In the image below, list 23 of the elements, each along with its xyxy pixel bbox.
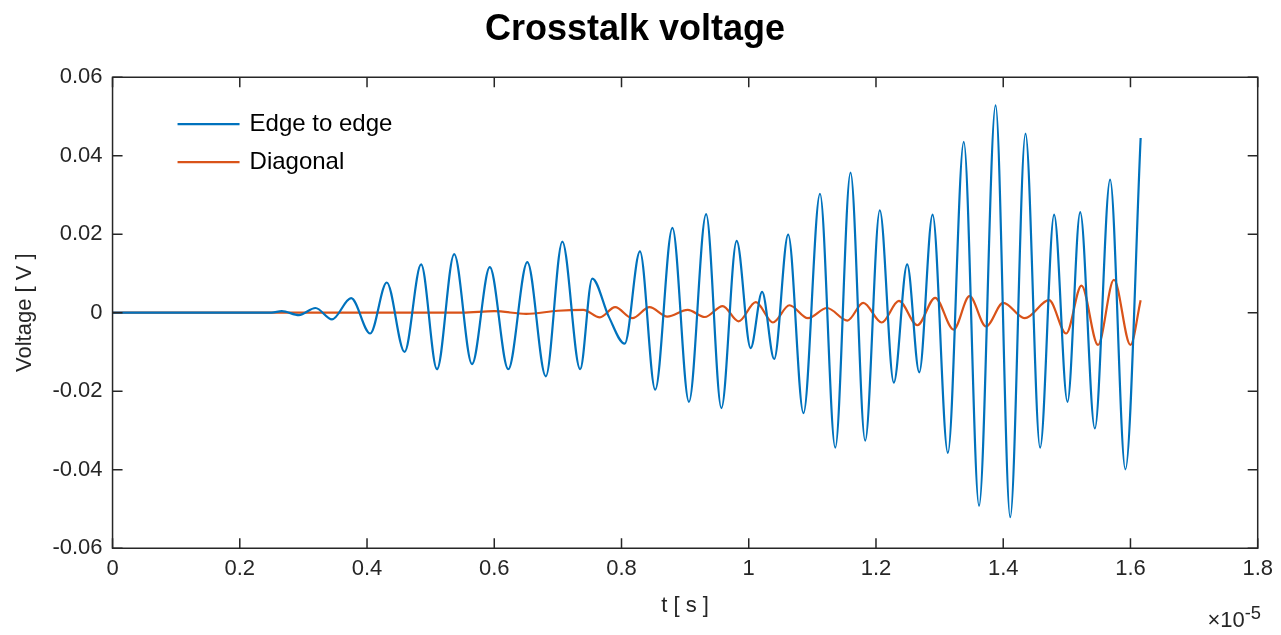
x-tick-label: 0.6 bbox=[478, 555, 510, 581]
x-tick-label: 0 bbox=[106, 555, 119, 581]
x-tick-label: 0.8 bbox=[606, 555, 637, 581]
legend-label: Edge to edge bbox=[249, 108, 393, 136]
x-axis-title: t [ s ] bbox=[661, 591, 709, 617]
y-axis-title: Voltage [ V ] bbox=[11, 253, 37, 373]
x-tick-label: 0.2 bbox=[224, 555, 256, 581]
y-tick-label: -0.02 bbox=[52, 377, 103, 403]
text: ×10$^{-5}$ bbox=[1207, 601, 1261, 633]
y-tick-label: 0 bbox=[90, 298, 103, 324]
x-tick-label: 1.8 bbox=[1242, 555, 1274, 581]
x-tick-label: 1.4 bbox=[987, 555, 1019, 581]
x-tick-label: 1.2 bbox=[860, 555, 892, 581]
legend-label: Diagonal bbox=[249, 146, 345, 174]
x-tick-label: 1 bbox=[742, 555, 755, 581]
chart-title: Crosstalk voltage bbox=[484, 6, 786, 48]
y-tick-label: 0.06 bbox=[59, 63, 103, 89]
y-tick-label: -0.04 bbox=[52, 455, 103, 481]
y-tick-label: -0.06 bbox=[52, 534, 103, 560]
y-tick-label: 0.02 bbox=[59, 220, 103, 246]
x-tick-label: 0.4 bbox=[351, 555, 383, 581]
x-tick-label: 1.6 bbox=[1115, 555, 1146, 581]
y-tick-label: 0.04 bbox=[59, 141, 103, 167]
